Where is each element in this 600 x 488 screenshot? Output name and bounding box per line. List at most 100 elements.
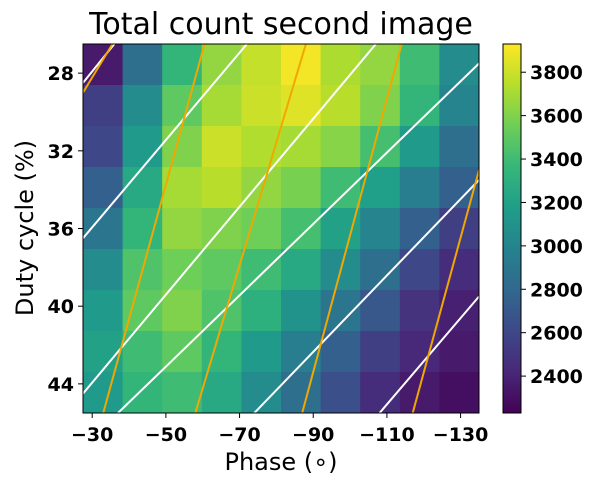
heatmap-cell <box>83 372 124 413</box>
heatmap-cell <box>83 126 124 168</box>
chart-title: Total count second image <box>88 7 473 42</box>
heatmap-cell <box>439 290 479 332</box>
heatmap-cell <box>439 372 479 413</box>
heatmap-cell <box>241 208 282 250</box>
x-axis-label: Phase (∘) <box>224 448 337 476</box>
heatmap-cell <box>122 208 163 250</box>
overlay-line <box>83 44 114 94</box>
heatmap-cell <box>83 44 124 86</box>
heatmap-cell <box>399 290 440 332</box>
heatmap-cell <box>399 44 440 86</box>
heatmap-cell <box>162 208 203 250</box>
heatmap-cell <box>360 44 401 86</box>
heatmap-cell <box>201 249 242 291</box>
x-tick-label: −90 <box>292 424 334 446</box>
heatmap-cell <box>320 44 361 86</box>
heatmap-cell <box>320 126 361 168</box>
heatmap-cell <box>122 372 163 413</box>
heatmap-cell <box>83 290 124 332</box>
heatmap-cell <box>201 372 242 413</box>
heatmap-cell <box>201 44 242 86</box>
heatmap-cell <box>162 249 203 291</box>
heatmap-cell <box>281 167 322 209</box>
y-tick-label: 32 <box>48 141 74 163</box>
heatmap-cell <box>201 85 242 127</box>
heatmap-cell <box>122 290 163 332</box>
heatmap-cell <box>360 372 401 413</box>
heatmap-cell <box>281 249 322 291</box>
colorbar-tick-label: 3800 <box>530 62 583 84</box>
heatmap-cell <box>162 44 203 86</box>
heatmap-cell <box>360 331 401 373</box>
heatmap-cell <box>201 167 242 209</box>
x-tick-label: −130 <box>433 424 489 446</box>
overlay-line <box>253 179 479 413</box>
heatmap-cell <box>320 208 361 250</box>
heatmap-cell <box>201 331 242 373</box>
heatmap-cell <box>399 167 440 209</box>
heatmap-cell <box>122 331 163 373</box>
heatmap-cell <box>281 44 322 86</box>
colorbar-tick-label: 2600 <box>530 323 583 345</box>
colorbar <box>502 43 522 414</box>
heatmap-cell <box>122 126 163 168</box>
heatmap-cell <box>281 208 322 250</box>
heatmap-cell <box>122 44 163 86</box>
heatmap-cell <box>399 372 440 413</box>
heatmap-cell <box>399 208 440 250</box>
x-tick-label: −50 <box>145 424 187 446</box>
heatmap-cell <box>241 44 282 86</box>
heatmap-cell <box>439 331 479 373</box>
x-axis: −30 −50 −70 −90 −110 −130 <box>71 413 488 446</box>
x-tick-label: −110 <box>359 424 415 446</box>
heatmap-cell <box>320 167 361 209</box>
overlay-line <box>117 62 479 413</box>
heatmap-cell <box>201 126 242 168</box>
colorbar-tick-label: 2800 <box>530 279 583 301</box>
colorbar-tick-label: 2400 <box>530 366 583 388</box>
heatmap-cell <box>360 249 401 291</box>
overlay-line <box>194 44 307 413</box>
colorbar-ticks: 2400 2600 2800 3000 3200 3400 3600 3800 <box>521 62 583 388</box>
heatmap-cells <box>83 44 479 413</box>
colorbar-tick-label: 3200 <box>530 192 583 214</box>
overlay-line <box>83 44 377 395</box>
heatmap-cell <box>241 167 282 209</box>
heatmap-cell <box>241 372 282 413</box>
heatmap-cell <box>122 167 163 209</box>
heatmap-cell <box>241 85 282 127</box>
heatmap-cell <box>241 331 282 373</box>
heatmap-cell <box>241 290 282 332</box>
heatmap-cell <box>162 126 203 168</box>
x-tick-label: −30 <box>71 424 113 446</box>
y-tick-label: 40 <box>48 296 74 318</box>
heatmap-cell <box>241 249 282 291</box>
heatmap-cell <box>281 290 322 332</box>
y-axis-label: Duty cycle (%) <box>11 140 39 316</box>
heatmap-cell <box>122 85 163 127</box>
colorbar-tick-label: 3600 <box>530 106 583 128</box>
heatmap-cell <box>162 372 203 413</box>
overlay-lines <box>83 44 479 413</box>
heatmap-cell <box>83 167 124 209</box>
overlay-line <box>83 44 248 239</box>
heatmap-cell <box>360 208 401 250</box>
heatmap-cell <box>439 126 479 168</box>
colorbar-tick-label: 3000 <box>530 236 583 258</box>
overlay-line <box>102 44 206 413</box>
y-tick-label: 36 <box>48 219 74 241</box>
heatmap-cell <box>399 126 440 168</box>
y-tick-label: 44 <box>48 374 74 396</box>
heatmap-cell <box>439 249 479 291</box>
heatmap-cell <box>439 85 479 127</box>
colorbar-tick-label: 3400 <box>530 149 583 171</box>
overlay-line <box>411 169 479 413</box>
heatmap-cell <box>320 85 361 127</box>
y-axis: 28 32 36 40 44 <box>48 63 83 396</box>
heatmap-cell <box>83 85 124 127</box>
y-tick-label: 28 <box>48 63 74 85</box>
heatmap-cell <box>83 249 124 291</box>
heatmap-cell <box>439 44 479 86</box>
x-tick-label: −70 <box>218 424 260 446</box>
overlay-line <box>301 44 403 413</box>
